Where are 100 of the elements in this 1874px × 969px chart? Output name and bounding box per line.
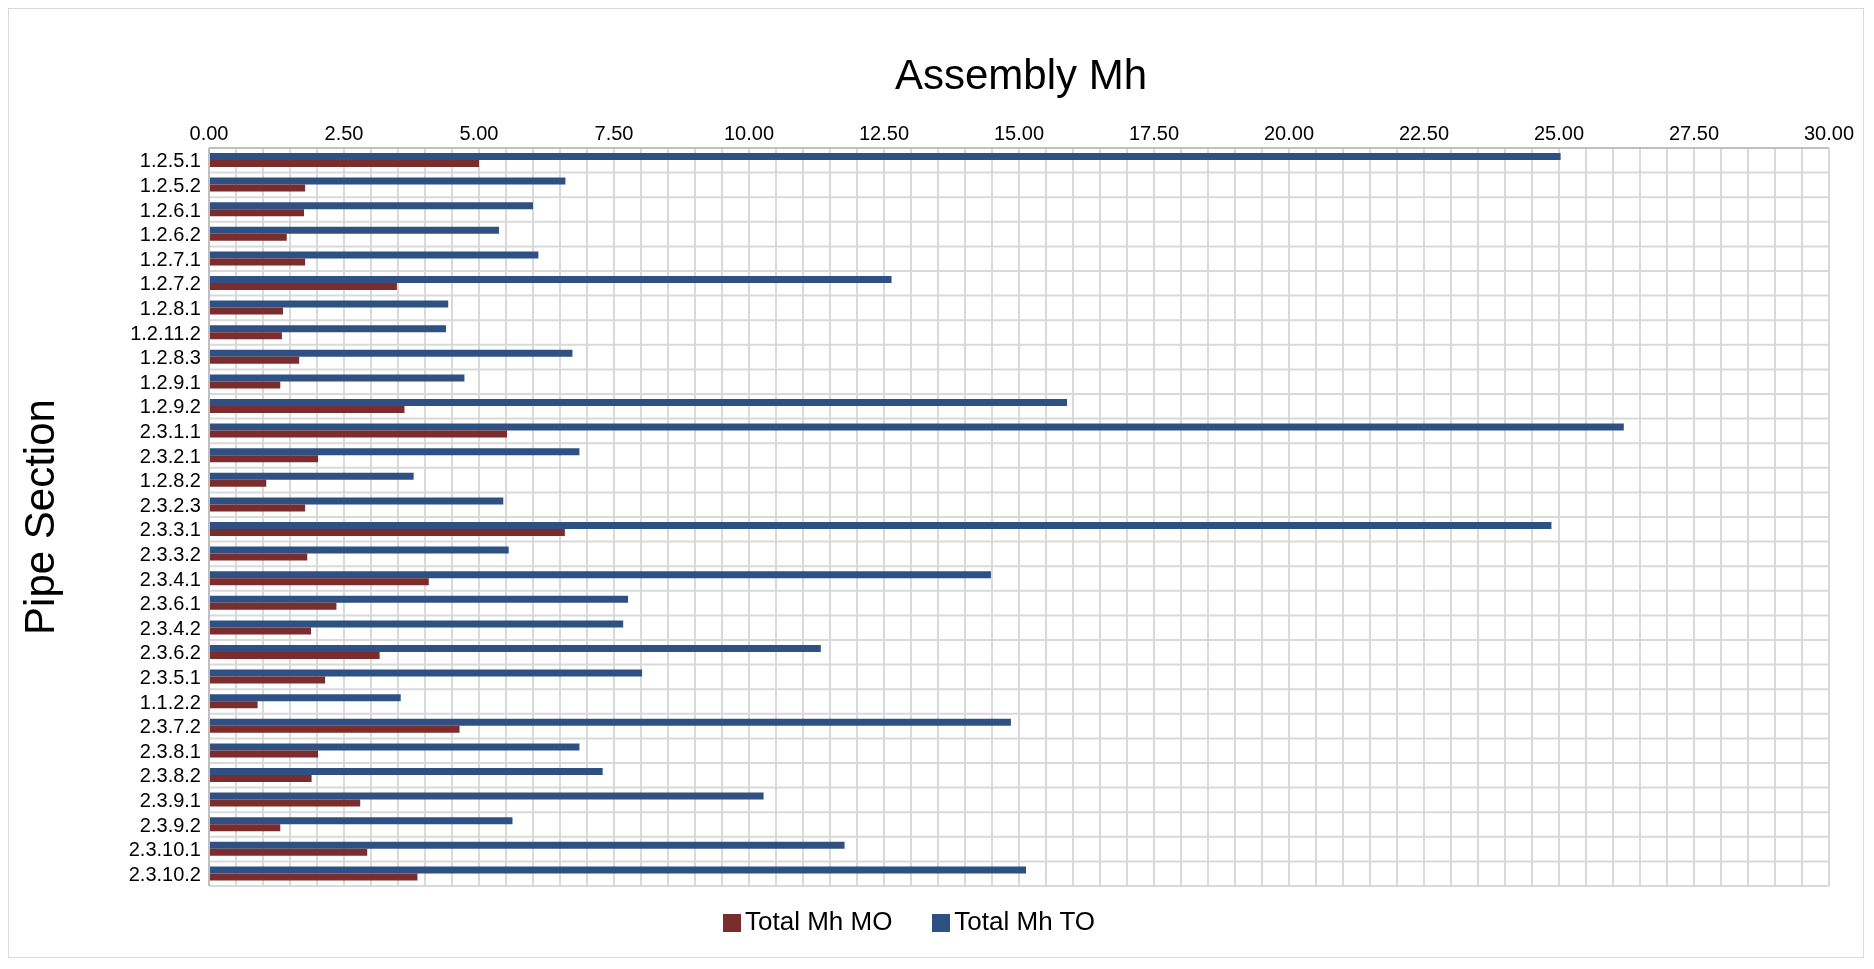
bar <box>209 627 312 635</box>
bar <box>209 578 429 586</box>
bar <box>209 184 306 192</box>
x-tick-label: 30.00 <box>1803 122 1855 144</box>
y-tick-label: 2.3.10.2 <box>128 862 201 885</box>
bar <box>209 529 565 536</box>
y-tick-label: 2.3.6.1 <box>139 592 201 615</box>
bar <box>209 325 447 333</box>
x-tick-label: 12.50 <box>858 122 910 144</box>
y-tick-label: 1.1.2.2 <box>139 690 201 713</box>
bar <box>209 602 337 610</box>
bar <box>209 283 397 290</box>
bar <box>209 423 1624 431</box>
bar <box>209 356 300 364</box>
bar <box>209 209 305 217</box>
x-tick-label: 0.00 <box>189 122 229 144</box>
y-tick-label: 1.2.5.1 <box>139 149 201 172</box>
bar <box>209 775 312 782</box>
y-tick-label: 1.2.11.2 <box>130 321 201 344</box>
y-tick-label: 2.3.2.1 <box>139 444 201 467</box>
x-tick-label: 10.00 <box>723 122 775 144</box>
y-tick-label: 2.3.1.1 <box>139 420 201 442</box>
bar <box>209 430 508 438</box>
bar <box>209 824 281 832</box>
y-tick-label: 1.2.7.2 <box>139 272 201 295</box>
bar <box>209 595 629 603</box>
bar <box>209 307 283 315</box>
y-tick-label: 2.3.2.3 <box>139 493 201 516</box>
y-tick-label: 2.3.7.2 <box>139 715 201 738</box>
y-tick-label: 2.3.6.2 <box>139 641 201 664</box>
bar <box>209 553 308 561</box>
y-tick-label: 2.3.3.1 <box>139 518 201 541</box>
bar <box>209 546 509 554</box>
bar <box>209 472 414 480</box>
x-tick-label: 25.00 <box>1533 122 1585 144</box>
bar <box>209 258 306 266</box>
bar <box>209 768 603 775</box>
bar <box>209 866 1027 874</box>
y-tick-label: 1.2.9.2 <box>139 395 201 418</box>
bar <box>209 792 764 800</box>
bar <box>209 652 380 659</box>
bar <box>209 571 991 579</box>
bar <box>209 848 368 856</box>
bar <box>209 448 580 456</box>
bar <box>209 153 1561 160</box>
bar <box>209 725 460 733</box>
legend-label: Total Mh MO <box>744 906 893 936</box>
y-tick-label: 2.3.9.2 <box>139 813 201 836</box>
chart-title: Assembly Mh <box>893 50 1149 100</box>
y-axis-title: Pipe Section <box>15 399 63 635</box>
x-tick-label: 15.00 <box>993 122 1045 144</box>
bar <box>209 251 539 259</box>
y-tick-label: 2.3.5.1 <box>139 666 201 688</box>
y-tick-label: 1.2.7.1 <box>139 247 201 270</box>
bar <box>209 479 267 487</box>
y-tick-label: 1.2.8.1 <box>139 297 201 319</box>
bar <box>209 620 624 628</box>
x-tick-label: 20.00 <box>1263 122 1315 144</box>
bar <box>209 701 258 709</box>
bar <box>209 694 401 702</box>
y-tick-label: 2.3.3.2 <box>139 543 201 565</box>
x-tick-label: 2.50 <box>324 122 364 144</box>
bar <box>209 799 361 807</box>
bar <box>209 406 405 413</box>
y-tick-label: 2.3.4.1 <box>139 567 201 590</box>
bar <box>209 177 566 185</box>
bar <box>209 676 326 684</box>
y-tick-label: 1.2.6.2 <box>139 223 201 246</box>
bar <box>209 669 643 677</box>
bar <box>209 300 449 308</box>
x-tick-label: 27.50 <box>1668 122 1720 144</box>
y-tick-label: 1.2.9.1 <box>139 370 201 393</box>
y-tick-label: 2.3.10.1 <box>128 838 201 861</box>
bar <box>209 399 1068 406</box>
x-tick-label: 17.50 <box>1128 122 1180 144</box>
x-tick-label: 22.50 <box>1398 122 1450 144</box>
y-tick-label: 1.2.8.3 <box>139 346 201 369</box>
y-tick-label: 2.3.9.1 <box>139 789 201 811</box>
bar <box>209 374 465 382</box>
y-tick-label: 2.3.8.2 <box>139 764 201 787</box>
bar <box>209 841 845 849</box>
bar <box>209 455 319 463</box>
bar <box>209 202 533 210</box>
bar <box>209 381 281 389</box>
bar <box>209 645 821 652</box>
bar <box>209 817 513 825</box>
bar <box>209 349 573 357</box>
bar <box>209 226 499 234</box>
bar <box>209 504 306 512</box>
bar <box>209 873 418 881</box>
x-tick-label: 5.00 <box>459 122 499 144</box>
y-tick-label: 2.3.8.1 <box>139 739 201 762</box>
bar <box>209 743 580 751</box>
bar <box>209 718 1011 726</box>
bar <box>209 750 319 758</box>
y-tick-label: 1.2.8.2 <box>139 469 201 492</box>
bar <box>209 233 287 241</box>
bar <box>209 522 1552 529</box>
x-tick-label: 7.50 <box>594 122 634 144</box>
bar <box>209 276 892 283</box>
